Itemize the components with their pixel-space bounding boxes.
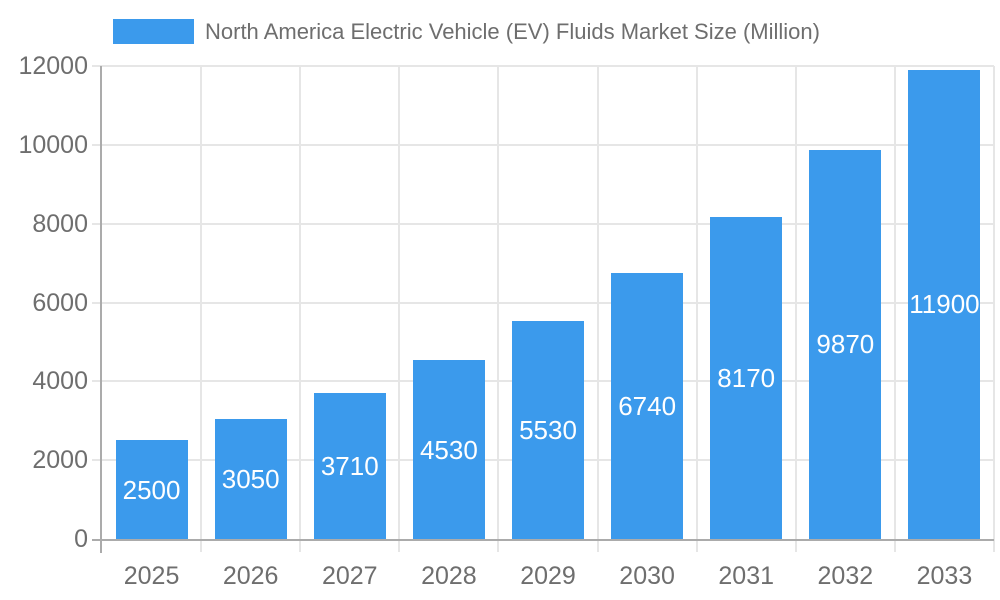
- bar-value-label: 4530: [419, 434, 478, 465]
- gridline-y: [92, 143, 994, 146]
- x-axis-tick-label: 2031: [718, 562, 775, 590]
- gridline-x: [497, 66, 500, 552]
- legend-swatch: [113, 19, 194, 44]
- bar-2031[interactable]: [710, 216, 783, 539]
- x-axis-tick-label: 2030: [619, 562, 675, 590]
- y-axis-tick-label: 12000: [18, 52, 88, 80]
- bar-value-label: 8170: [717, 362, 776, 393]
- legend-label: North America Electric Vehicle (EV) Flui…: [205, 19, 820, 44]
- gridline-x: [695, 66, 698, 552]
- gridline-x: [299, 66, 302, 552]
- gridline-x: [993, 66, 995, 552]
- bar-value-label: 2500: [122, 474, 181, 505]
- gridline-x: [893, 66, 896, 552]
- x-axis-tick-label: 2033: [916, 562, 973, 590]
- y-axis-tick-label: 4000: [32, 367, 88, 396]
- bar-value-label: 3710: [320, 450, 379, 481]
- bar-2030[interactable]: [611, 273, 684, 539]
- gridline-y: [92, 301, 994, 304]
- bar-2027[interactable]: [313, 392, 386, 539]
- bar-value-label: 6740: [618, 391, 677, 422]
- y-axis-line: [100, 66, 102, 553]
- chart-legend[interactable]: North America Electric Vehicle (EV) Flui…: [113, 17, 820, 46]
- bar-value-label: 9870: [816, 329, 875, 360]
- gridline-x: [398, 66, 401, 552]
- y-axis-tick-label: 8000: [32, 209, 88, 238]
- gridline-x: [200, 66, 203, 552]
- x-axis-tick-label: 2028: [421, 562, 477, 590]
- gridline-x: [596, 66, 599, 552]
- x-axis-tick-label: 2029: [520, 562, 576, 590]
- y-axis-tick-label: 2000: [32, 446, 88, 475]
- bar-2026[interactable]: [214, 418, 287, 539]
- y-axis-tick-label: 6000: [32, 288, 88, 317]
- bar-value-label: 11900: [909, 289, 980, 320]
- x-axis-tick-label: 2026: [222, 562, 279, 590]
- bar-2025[interactable]: [115, 440, 188, 539]
- x-axis-line: [92, 539, 994, 541]
- y-axis-tick-label: 0: [74, 525, 88, 553]
- bar-2033[interactable]: [908, 69, 981, 539]
- x-axis-tick-label: 2025: [123, 562, 180, 590]
- bar-2032[interactable]: [809, 149, 882, 539]
- y-axis-tick-label: 10000: [18, 130, 88, 159]
- gridline-y: [92, 65, 994, 67]
- gridline-y: [92, 222, 994, 225]
- x-axis-tick-label: 2027: [321, 562, 378, 590]
- bar-value-label: 3050: [221, 463, 280, 494]
- bar-2029[interactable]: [512, 321, 584, 539]
- bar-2028[interactable]: [412, 360, 485, 539]
- bar-value-label: 5530: [519, 415, 577, 445]
- gridline-x: [794, 66, 797, 552]
- x-axis-tick-label: 2032: [817, 562, 874, 590]
